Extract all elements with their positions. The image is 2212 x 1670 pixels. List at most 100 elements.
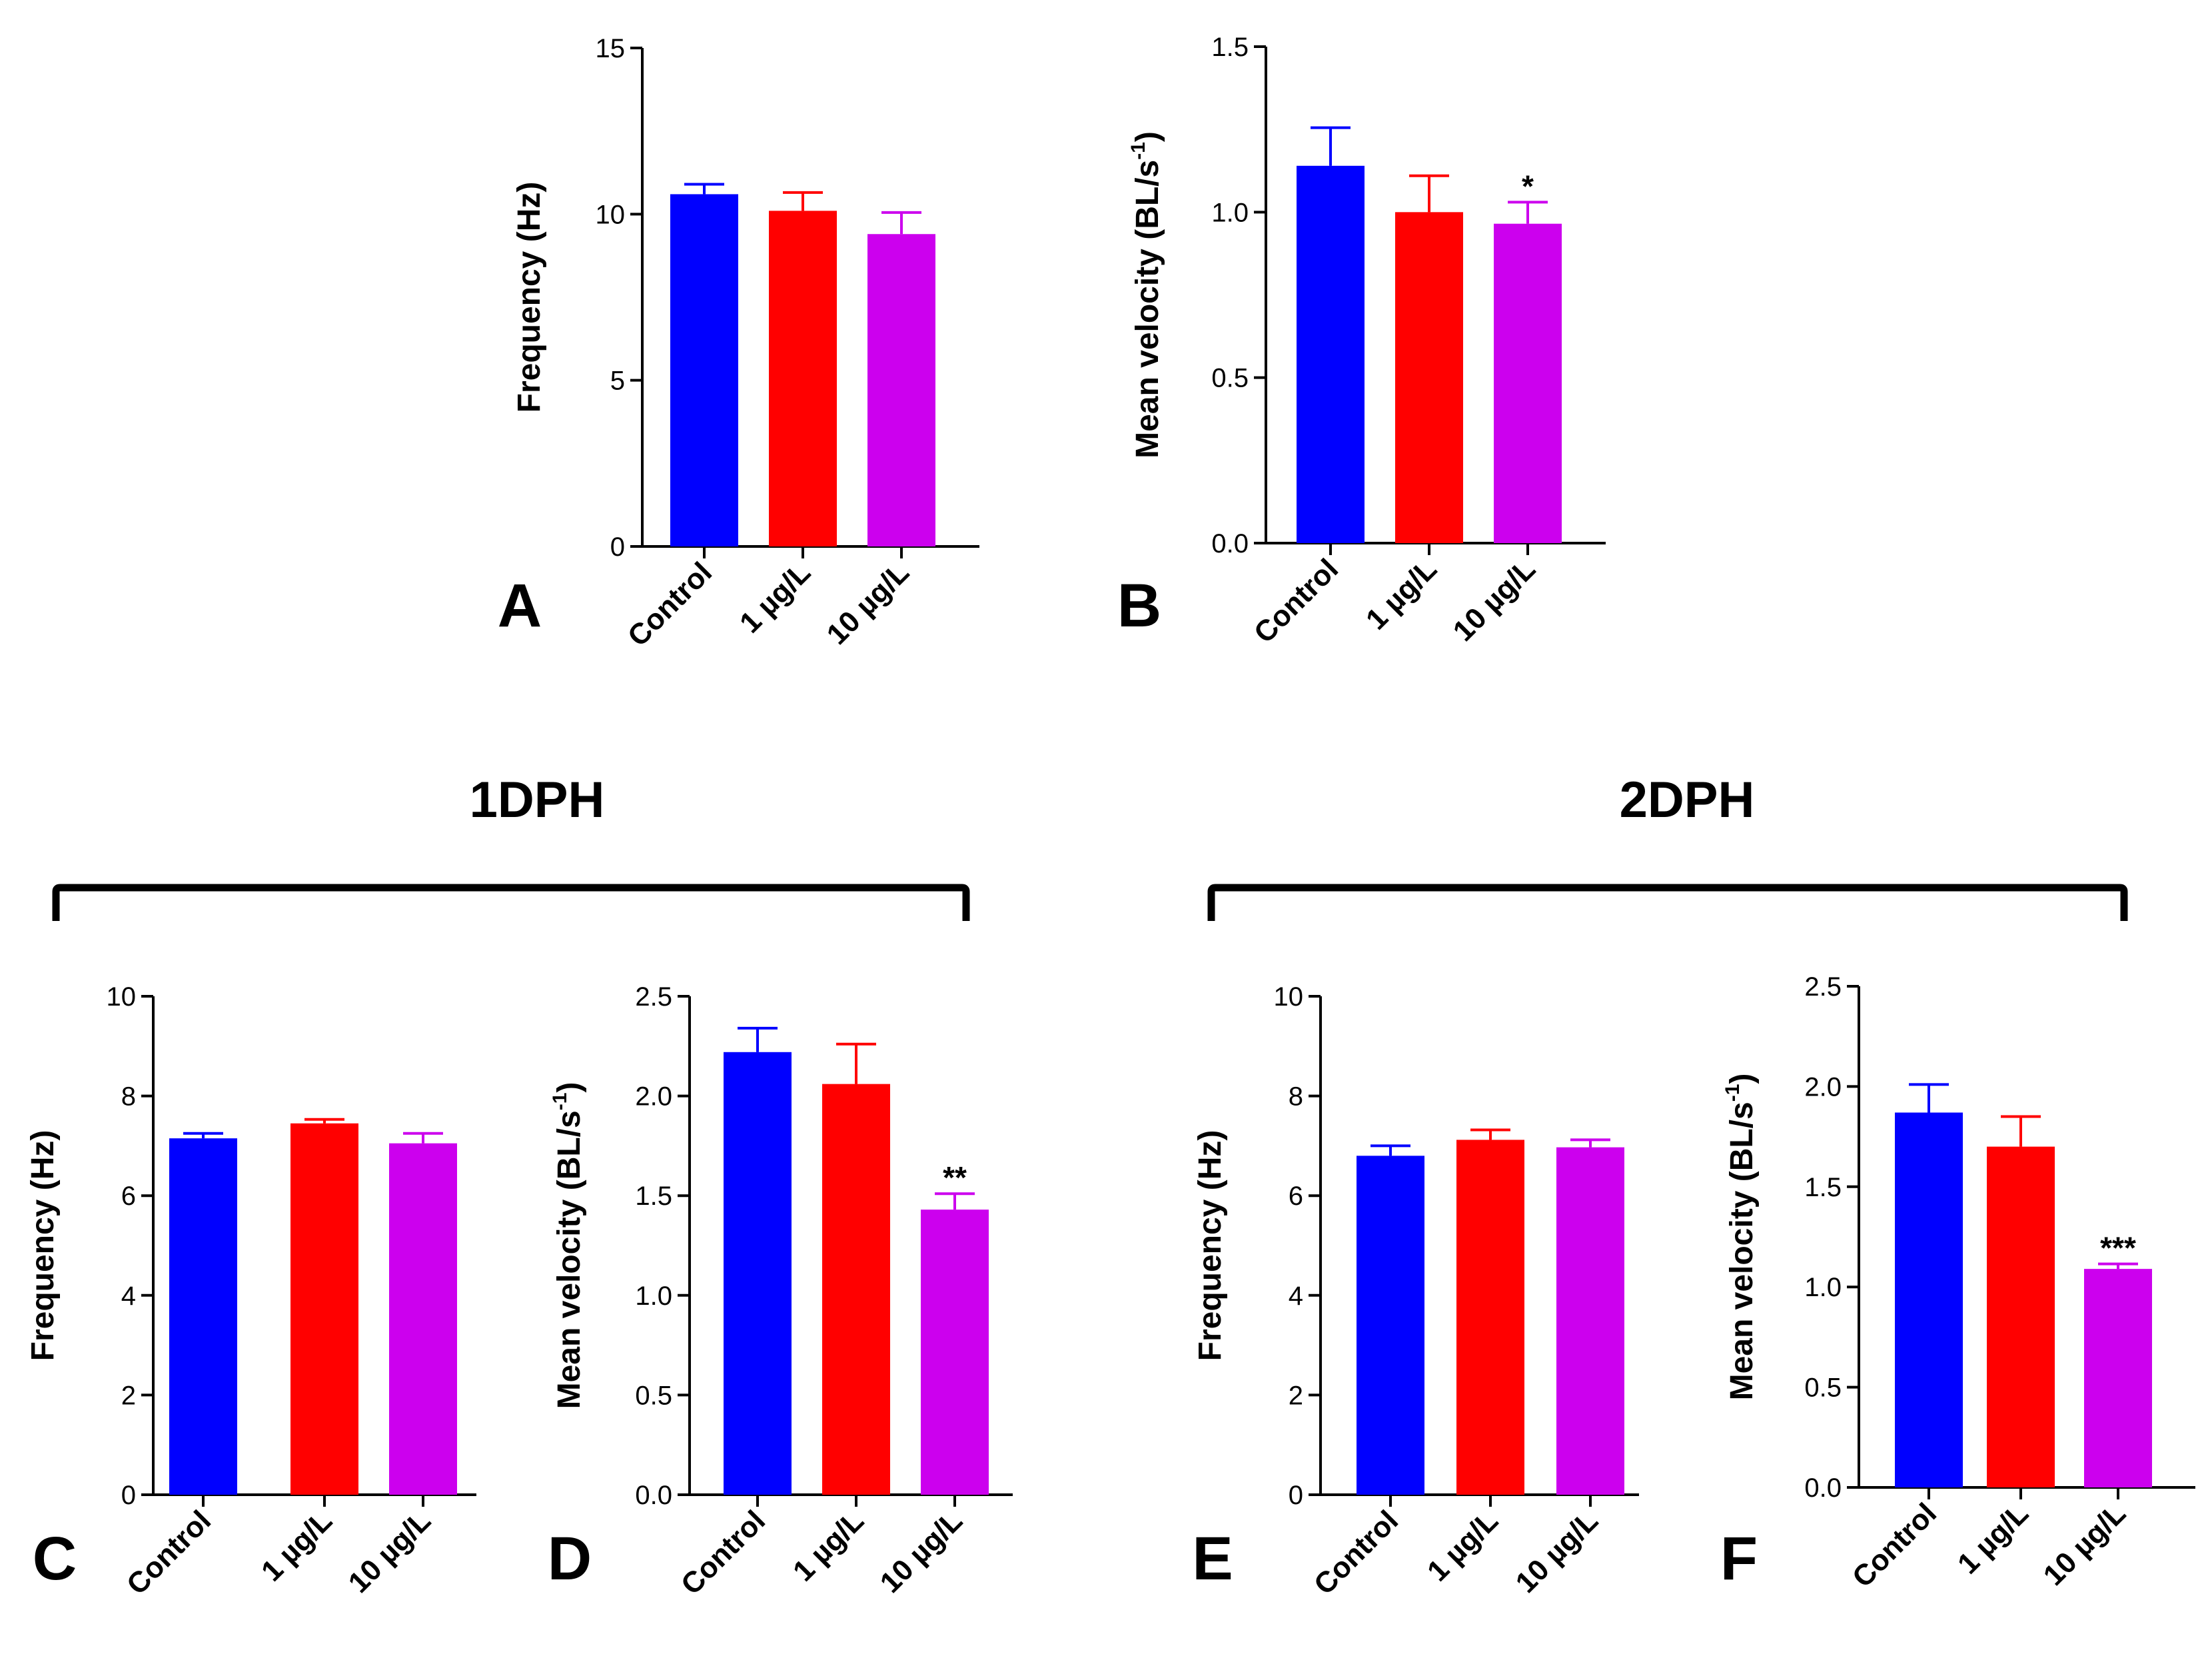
category-label: Control (1846, 1497, 1943, 1593)
y-tick-label: 10 (1274, 982, 1304, 1012)
y-tick-label: 0.0 (635, 1481, 672, 1510)
category-label: Control (1248, 552, 1345, 649)
panel-e: 0 2 4 6 8 10 Control 1 µg/L 10 µg/L Frequency (Hz… (1192, 982, 1639, 1601)
panel-c: 0 2 4 6 8 10 Control 1 µg/L 10 µg/L Frequency (Hz… (25, 982, 476, 1601)
y-axis-label-close: ) (1130, 131, 1165, 142)
y-tick-label: 0 (121, 1481, 136, 1510)
panel-label-b: B (1117, 572, 1161, 640)
category-label: 10 µg/L (2037, 1497, 2132, 1591)
y-tick-label: 2 (1289, 1381, 1303, 1410)
y-axis-label-text: Mean velocity (BL/s (1130, 160, 1165, 458)
category-label: 1 µg/L (255, 1504, 338, 1587)
y-tick-label: 6 (121, 1182, 136, 1211)
bar-b-3 (1494, 223, 1562, 543)
y-axis-label: Mean velocity (BL/s-1) (549, 1082, 587, 1409)
category-label: Control (1308, 1504, 1404, 1601)
y-axis-label: Mean velocity (BL/s-1) (1127, 131, 1165, 458)
bar-e-2 (1456, 1140, 1524, 1495)
panel-a: 0 5 10 15 Control 1 µg/L 10 µg/L Frequency (Hz)… (498, 34, 979, 653)
y-tick-label: 6 (1289, 1182, 1303, 1211)
category-label: 1 µg/L (1951, 1497, 2035, 1580)
bar-a-2 (769, 211, 837, 546)
y-tick-label: 2 (121, 1381, 136, 1410)
y-tick-label: 4 (1289, 1281, 1303, 1311)
category-label: 10 µg/L (342, 1504, 437, 1599)
y-axis-label-text: Frequency (Hz) (25, 1130, 61, 1361)
y-axis-label: Frequency (Hz) (25, 1130, 61, 1361)
y-axis-label-text: Mean velocity (BL/s (1724, 1102, 1760, 1400)
y-axis-label: Mean velocity (BL/s-1) (1722, 1074, 1760, 1401)
y-axis-label-text: Mean velocity (BL/s (552, 1110, 587, 1409)
y-tick-label: 1.0 (1804, 1273, 1842, 1302)
y-axis-label-text: Frequency (Hz) (512, 182, 547, 413)
category-label: Control (675, 1504, 772, 1601)
bar-b-1 (1297, 165, 1365, 544)
y-tick-label: 1.5 (1211, 33, 1249, 62)
y-axis-label-close: ) (552, 1082, 587, 1093)
group-label-1dph: 1DPH (470, 772, 605, 828)
y-tick-label: 10 (596, 200, 626, 229)
significance-marker: * (1522, 169, 1534, 203)
bar-c-1 (169, 1138, 237, 1495)
y-tick-label: 2.0 (635, 1082, 672, 1112)
significance-marker: ** (943, 1160, 967, 1195)
y-tick-label: 15 (596, 34, 626, 63)
bar-d-3 (921, 1210, 989, 1495)
y-tick-label: 1.5 (635, 1182, 672, 1211)
y-tick-label: 0.0 (1211, 529, 1249, 558)
category-label: 1 µg/L (734, 556, 817, 639)
panel-d: 0.0 0.5 1.0 1.5 2.0 2.5 Control 1 µg/L ** 10 µg/L… (548, 982, 1013, 1601)
y-tick-label: 0.5 (635, 1381, 672, 1410)
category-label: 1 µg/L (787, 1504, 870, 1587)
y-axis-label: Frequency (Hz) (512, 182, 547, 413)
y-tick-label: 0 (610, 532, 625, 562)
panel-f: 0.0 0.5 1.0 1.5 2.0 2.5 Control 1 µg/L *** 10 µg/… (1720, 972, 2195, 1594)
category-label: 10 µg/L (1510, 1504, 1604, 1599)
y-axis-label: Frequency (Hz) (1193, 1130, 1228, 1361)
y-axis-label-superscript: -1 (1127, 142, 1149, 160)
bracket-2dph (1207, 884, 2128, 921)
y-tick-label: 0 (1289, 1481, 1303, 1510)
panel-label-c: C (33, 1525, 77, 1593)
y-tick-label: 0.5 (1804, 1373, 1842, 1403)
bar-a-3 (867, 234, 935, 546)
y-axis-label-text: Frequency (Hz) (1193, 1130, 1228, 1361)
y-tick-label: 8 (121, 1082, 136, 1112)
y-tick-label: 8 (1289, 1082, 1303, 1112)
bar-f-3 (2084, 1269, 2152, 1487)
panel-label-e: E (1192, 1525, 1233, 1593)
y-axis-label-superscript: -1 (1722, 1084, 1744, 1102)
bracket-1dph (52, 884, 970, 921)
bar-d-2 (822, 1084, 890, 1495)
y-tick-label: 4 (121, 1281, 136, 1311)
y-tick-label: 0.5 (1211, 364, 1249, 393)
category-label: Control (121, 1504, 217, 1601)
y-axis-label-superscript: -1 (549, 1093, 571, 1111)
bar-c-3 (389, 1143, 457, 1495)
y-tick-label: 1.0 (1211, 198, 1249, 227)
y-axis-label-close: ) (1724, 1074, 1760, 1084)
y-tick-label: 2.0 (1804, 1072, 1842, 1102)
bar-e-1 (1357, 1156, 1424, 1495)
category-label: 10 µg/L (874, 1504, 969, 1599)
y-tick-label: 1.0 (635, 1281, 672, 1311)
panel-b: 0.0 0.5 1.0 1.5 Control 1 µg/L * 10 µg/L Mean ve… (1117, 33, 1606, 650)
category-label: 1 µg/L (1360, 552, 1443, 636)
group-label-2dph: 2DPH (1620, 772, 1755, 828)
panel-label-a: A (498, 572, 542, 640)
bar-f-2 (1987, 1146, 2055, 1487)
y-tick-label: 1.5 (1804, 1173, 1842, 1202)
significance-marker: *** (2100, 1231, 2136, 1265)
bar-c-2 (290, 1123, 358, 1495)
category-label: 10 µg/L (1447, 552, 1542, 647)
bar-f-1 (1895, 1112, 1963, 1487)
y-tick-label: 2.5 (635, 982, 672, 1012)
category-label: 1 µg/L (1421, 1504, 1504, 1587)
panel-label-f: F (1720, 1525, 1758, 1593)
panel-label-d: D (548, 1525, 592, 1593)
bar-b-2 (1395, 212, 1463, 543)
y-tick-label: 10 (107, 982, 137, 1012)
y-tick-label: 0.0 (1804, 1473, 1842, 1503)
